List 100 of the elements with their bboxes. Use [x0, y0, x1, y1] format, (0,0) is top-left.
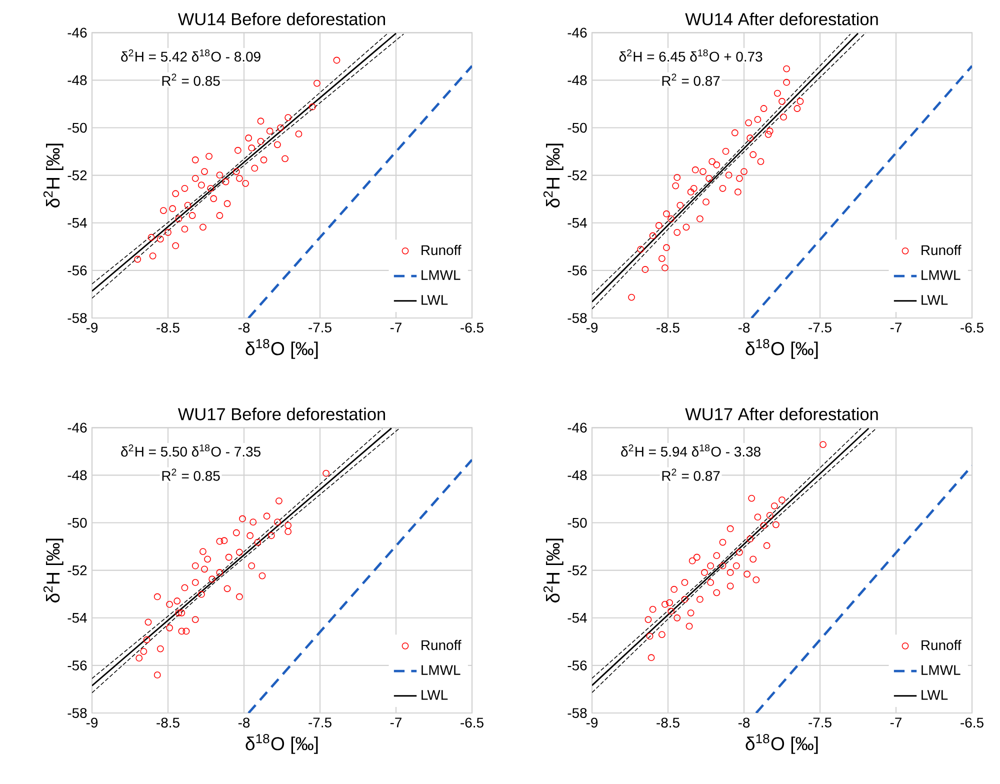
point	[690, 184, 698, 192]
point	[181, 226, 188, 233]
point	[648, 654, 655, 662]
point	[731, 129, 738, 136]
point	[144, 618, 152, 626]
point	[333, 56, 340, 64]
point	[216, 538, 224, 545]
point	[646, 632, 654, 640]
point	[674, 614, 681, 622]
point	[274, 141, 281, 148]
y-tick-label: -52	[568, 565, 587, 576]
point	[175, 609, 182, 616]
x-tick-label: -8.5	[656, 718, 680, 728]
point	[295, 130, 302, 138]
point	[234, 146, 242, 154]
point	[188, 212, 196, 219]
legend-label: LWL	[922, 690, 948, 700]
y-tick-label: -56	[68, 266, 87, 276]
legend-label: LMWL	[922, 665, 960, 675]
point	[143, 636, 150, 644]
y-tick-label: -46	[568, 28, 587, 38]
x-tick-label: -7	[890, 718, 902, 728]
point	[748, 494, 756, 502]
y-tick-label: -48	[568, 75, 587, 86]
point	[250, 518, 257, 526]
point	[136, 654, 143, 662]
point	[644, 616, 652, 624]
point	[655, 222, 662, 229]
point	[266, 128, 274, 135]
legend-label: LWL	[422, 295, 448, 305]
y-tick-label: -58	[568, 708, 587, 718]
point	[687, 188, 694, 196]
point	[713, 589, 720, 596]
point	[210, 195, 218, 202]
y-tick-label: -48	[68, 470, 87, 480]
point	[181, 584, 188, 592]
point	[796, 98, 804, 105]
point	[746, 134, 754, 142]
point	[149, 252, 156, 260]
point	[628, 294, 635, 301]
point	[207, 184, 214, 192]
point	[681, 579, 688, 586]
point	[674, 174, 681, 181]
x-tick-label: -7.5	[808, 322, 832, 332]
point	[658, 255, 666, 262]
point	[760, 105, 768, 112]
point	[719, 538, 726, 546]
point	[740, 168, 748, 175]
point	[670, 586, 678, 593]
point	[156, 645, 164, 652]
point	[719, 562, 726, 570]
point	[736, 548, 743, 556]
chart-title: WU14 Before deforestation	[178, 12, 385, 26]
chart-title: WU17 Before deforestation	[178, 408, 385, 420]
point	[192, 174, 199, 182]
point	[236, 174, 243, 182]
annotation: R$^{2}$ = 0.85	[162, 74, 220, 86]
point	[750, 556, 757, 563]
point	[666, 599, 673, 606]
point	[282, 155, 288, 162]
x-tick-label: -9	[586, 322, 598, 333]
point	[198, 182, 205, 189]
point	[260, 156, 268, 164]
point	[154, 593, 161, 600]
point	[746, 535, 754, 542]
point	[236, 593, 243, 600]
point	[700, 168, 706, 175]
x-tick-label: -8.5	[156, 322, 180, 333]
y-tick-label: -52	[568, 170, 587, 180]
point	[692, 166, 699, 174]
point	[681, 596, 688, 603]
y-tick-label: -52	[68, 565, 87, 576]
point	[178, 628, 186, 635]
annotation: δ$^{2}$H = 5.94 δ$^{18}$O - 3.38	[621, 444, 760, 457]
point	[649, 232, 656, 240]
y-tick-label: -58	[68, 313, 87, 323]
x-tick-label: -7	[390, 322, 402, 332]
point	[726, 525, 734, 532]
point	[696, 596, 704, 603]
point	[236, 548, 243, 556]
point	[734, 188, 742, 196]
x-tick-label: -9	[86, 322, 98, 333]
point	[198, 590, 205, 598]
legend-label: LMWL	[922, 270, 960, 280]
legend-label: Runoff	[922, 640, 962, 650]
y-tick-label: -56	[568, 660, 587, 670]
point	[220, 537, 228, 544]
point	[248, 562, 256, 570]
point	[181, 184, 188, 192]
point	[172, 190, 180, 198]
point	[257, 118, 264, 125]
point	[719, 184, 726, 192]
point	[140, 648, 148, 655]
x-axis-title: δ$^{18}$O [‰]	[746, 734, 818, 754]
point	[200, 224, 206, 231]
legend-label: Runoff	[922, 244, 962, 256]
x-tick-label: -8.5	[656, 322, 680, 333]
point	[242, 180, 249, 187]
x-axis-title: δ$^{18}$O [‰]	[746, 339, 818, 359]
point	[169, 205, 176, 212]
